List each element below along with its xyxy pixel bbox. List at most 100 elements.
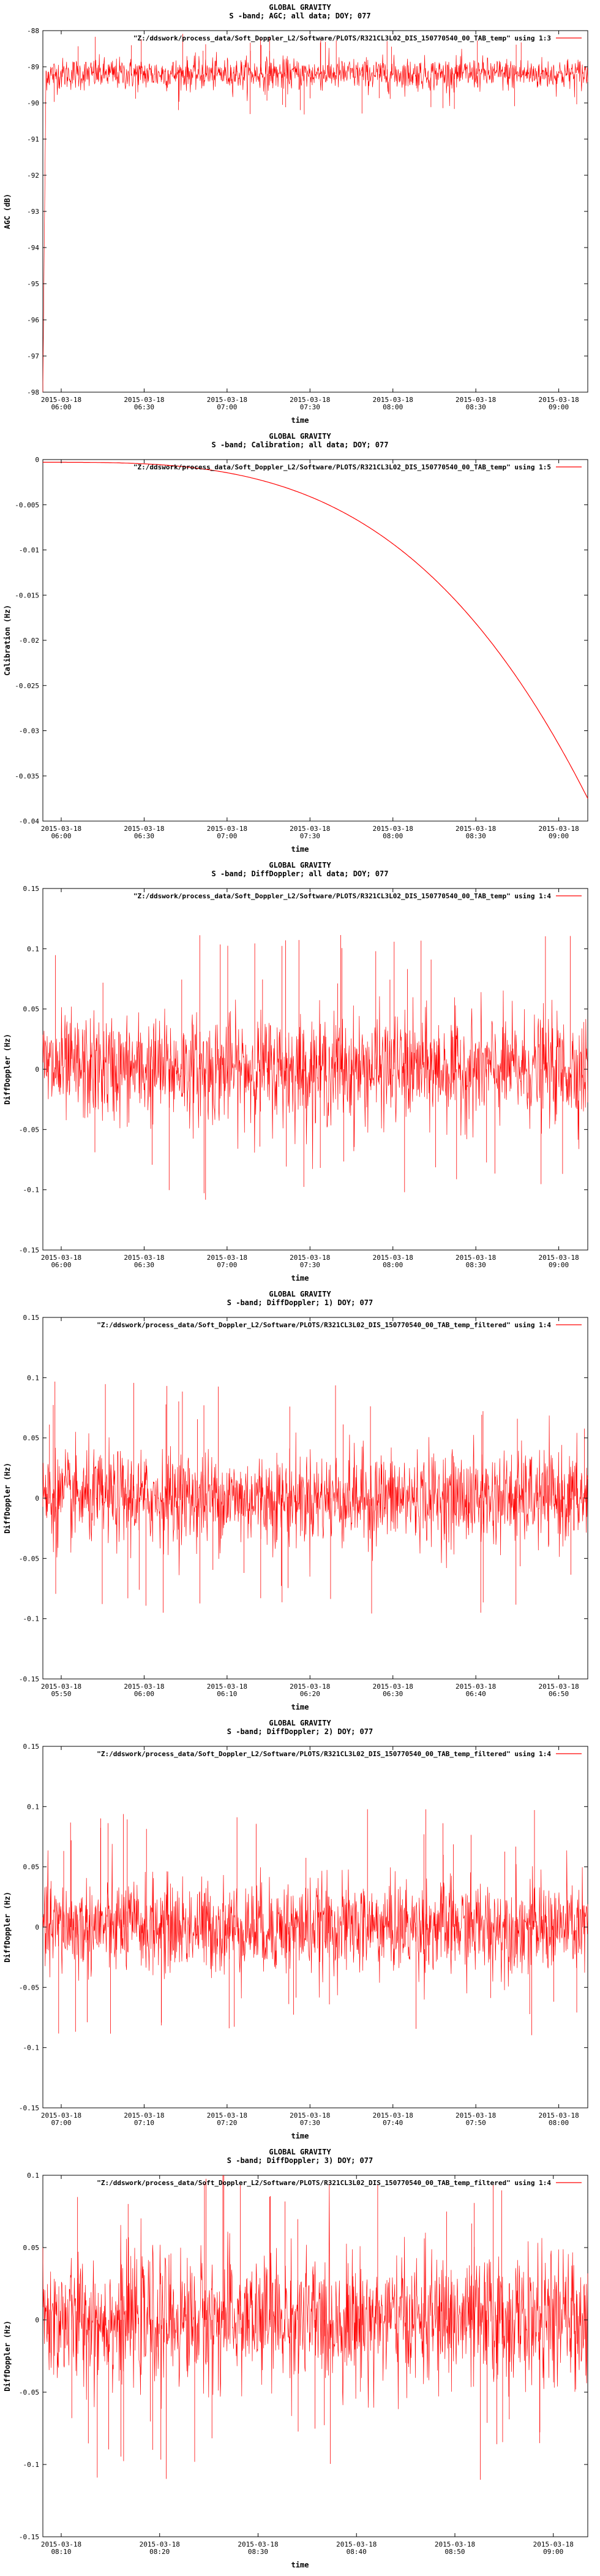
x-tick-label: 06:00 (51, 403, 71, 411)
y-tick-label: -88 (27, 27, 39, 35)
chart-panel-2: GLOBAL GRAVITY S -band; Calibration; all … (0, 429, 600, 858)
y-tick-label: -98 (27, 388, 39, 396)
x-tick-label: 2015-03-18 (373, 1683, 413, 1691)
y-tick-label: -94 (27, 244, 39, 252)
x-tick-label: 2015-03-18 (207, 1683, 247, 1691)
y-tick-label: 0.05 (23, 1863, 40, 1871)
x-tick-label: 2015-03-18 (207, 1254, 247, 1262)
y-axis-label: DiffDoppler (Hz) (3, 1463, 12, 1534)
x-axis-label: time (291, 416, 309, 425)
y-tick-label: -95 (27, 280, 39, 288)
x-tick-label: 07:00 (217, 832, 237, 840)
x-tick-label: 07:00 (51, 2119, 71, 2127)
x-tick-label: 08:20 (149, 2548, 170, 2556)
x-tick-label: 06:40 (466, 1690, 486, 1698)
x-tick-label: 06:00 (51, 832, 71, 840)
x-tick-label: 07:00 (217, 1261, 237, 1269)
y-tick-label: -93 (27, 208, 39, 216)
x-tick-label: 2015-03-18 (124, 825, 164, 833)
x-tick-label: 2015-03-18 (124, 2112, 164, 2120)
y-tick-label: 0.1 (27, 1803, 39, 1811)
x-tick-label: 08:40 (347, 2548, 367, 2556)
y-tick-label: 0 (35, 1494, 39, 1502)
y-tick-label: 0.05 (23, 1006, 40, 1013)
y-tick-label: -97 (27, 352, 39, 360)
x-tick-label: 09:00 (543, 2548, 563, 2556)
y-tick-label: -0.15 (19, 1675, 39, 1683)
x-tick-label: 06:20 (300, 1690, 320, 1698)
x-axis-label: time (291, 1703, 309, 1711)
chart-title: GLOBAL GRAVITY (269, 1719, 331, 1727)
y-tick-label: 0.05 (23, 2244, 40, 2252)
y-tick-label: 0.1 (27, 945, 39, 953)
x-tick-label: 08:30 (466, 403, 486, 411)
y-tick-label: 0 (35, 1923, 39, 1931)
x-tick-label: 07:50 (466, 2119, 486, 2127)
x-tick-label: 2015-03-18 (41, 1254, 81, 1262)
x-tick-label: 08:00 (383, 403, 403, 411)
x-tick-label: 2015-03-18 (41, 2540, 81, 2548)
y-tick-label: -0.05 (19, 1555, 39, 1563)
y-tick-label: -0.15 (19, 2104, 39, 2112)
y-axis-label: DiffDoppler (Hz) (3, 2320, 12, 2392)
x-tick-label: 2015-03-18 (456, 2112, 496, 2120)
x-tick-label: 2015-03-18 (290, 825, 330, 833)
chart-subtitle: S -band; DiffDoppler; 1) DOY; 077 (227, 1298, 373, 1307)
x-tick-label: 2015-03-18 (41, 396, 81, 404)
x-tick-label: 06:30 (134, 403, 154, 411)
series-line (42, 1844, 588, 2000)
y-tick-label: -0.03 (19, 727, 39, 735)
x-tick-label: 06:10 (217, 1690, 237, 1698)
x-tick-label: 08:30 (466, 832, 486, 840)
x-tick-label: 08:00 (549, 2119, 569, 2127)
x-tick-label: 06:00 (51, 1261, 71, 1269)
x-tick-label: 2015-03-18 (456, 825, 496, 833)
x-tick-label: 2015-03-18 (456, 396, 496, 404)
x-tick-label: 08:00 (383, 832, 403, 840)
x-tick-label: 07:30 (300, 2119, 320, 2127)
chart-panel-6: GLOBAL GRAVITY S -band; DiffDoppler; 3) D… (0, 2145, 600, 2574)
chart-subtitle: S -band; DiffDoppler; all data; DOY; 077 (212, 869, 389, 878)
y-axis-label: Calibration (Hz) (3, 605, 12, 676)
x-tick-label: 2015-03-18 (140, 2540, 180, 2548)
chart-title: GLOBAL GRAVITY (269, 432, 331, 441)
x-tick-label: 07:30 (300, 1261, 320, 1269)
x-tick-label: 2015-03-18 (41, 825, 81, 833)
legend-label: "Z:/ddswork/process_data/Soft_Doppler_L2… (97, 2179, 551, 2187)
series-line (43, 461, 588, 799)
chart-panel-5: GLOBAL GRAVITY S -band; DiffDoppler; 2) D… (0, 1716, 600, 2145)
x-tick-label: 2015-03-18 (538, 825, 579, 833)
y-tick-label: 0.15 (23, 885, 40, 893)
x-tick-label: 2015-03-18 (290, 396, 330, 404)
x-tick-label: 08:30 (248, 2548, 268, 2556)
x-tick-label: 09:00 (549, 403, 569, 411)
x-axis-label: time (291, 2132, 309, 2140)
chart-title: GLOBAL GRAVITY (269, 1290, 331, 1298)
y-tick-label: 0.15 (23, 1743, 40, 1751)
y-tick-label: -92 (27, 172, 39, 180)
series-line (42, 990, 588, 1169)
x-tick-label: 2015-03-18 (435, 2540, 475, 2548)
y-tick-label: -0.005 (15, 501, 39, 509)
x-tick-label: 06:50 (549, 1690, 569, 1698)
y-tick-label: 0 (35, 456, 39, 464)
x-tick-label: 2015-03-18 (207, 396, 247, 404)
plot-frame (42, 2175, 588, 2537)
x-tick-label: 07:30 (300, 832, 320, 840)
y-tick-label: 0 (35, 1066, 39, 1074)
y-tick-label: -0.04 (19, 817, 39, 825)
x-tick-label: 2015-03-18 (456, 1254, 496, 1262)
x-tick-label: 2015-03-18 (373, 2112, 413, 2120)
y-tick-label: -0.15 (19, 1246, 39, 1254)
y-tick-label: -90 (27, 99, 39, 107)
x-tick-label: 2015-03-18 (41, 1683, 81, 1691)
y-tick-label: 0.05 (23, 1434, 40, 1442)
y-tick-label: 0 (35, 2316, 39, 2324)
x-tick-label: 2015-03-18 (456, 1683, 496, 1691)
y-tick-label: -0.1 (23, 2461, 40, 2469)
x-tick-label: 09:00 (549, 1261, 569, 1269)
chart-title: GLOBAL GRAVITY (269, 2148, 331, 2156)
x-tick-label: 06:30 (134, 1261, 154, 1269)
